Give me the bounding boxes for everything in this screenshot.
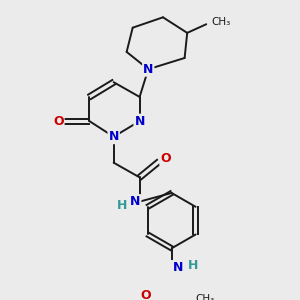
- Text: N: N: [143, 63, 154, 76]
- Text: O: O: [160, 152, 171, 165]
- Text: H: H: [188, 259, 199, 272]
- Text: N: N: [134, 115, 145, 128]
- Text: O: O: [53, 115, 64, 128]
- Text: N: N: [130, 195, 140, 208]
- Text: N: N: [109, 130, 119, 143]
- Text: CH₃: CH₃: [212, 16, 231, 27]
- Text: H: H: [117, 199, 128, 212]
- Text: O: O: [140, 289, 151, 300]
- Text: CH₃: CH₃: [195, 294, 214, 300]
- Text: N: N: [173, 261, 184, 274]
